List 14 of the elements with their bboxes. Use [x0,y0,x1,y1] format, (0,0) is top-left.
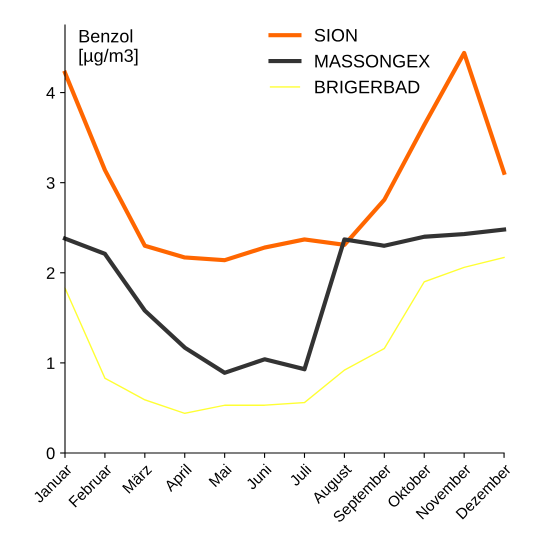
y-tick-label: 3 [46,177,55,189]
legend-label: BRIGERBAD [315,80,420,94]
line-series [64,256,505,414]
y-tick-label: 4 [46,87,55,99]
line-series [62,227,506,375]
y-tick-label: 2 [46,267,54,279]
line-series [62,50,506,262]
x-tick-label: Juli [288,463,312,487]
legend-label: SION [314,28,357,42]
legend-label: MASSONGEX [315,54,430,68]
y-tick-label: 0 [46,447,55,460]
y-tick-label: 1 [47,357,54,369]
y-axis-title: Benzol [µg/m3] [79,29,138,66]
x-tick-label: Mai [208,463,232,488]
